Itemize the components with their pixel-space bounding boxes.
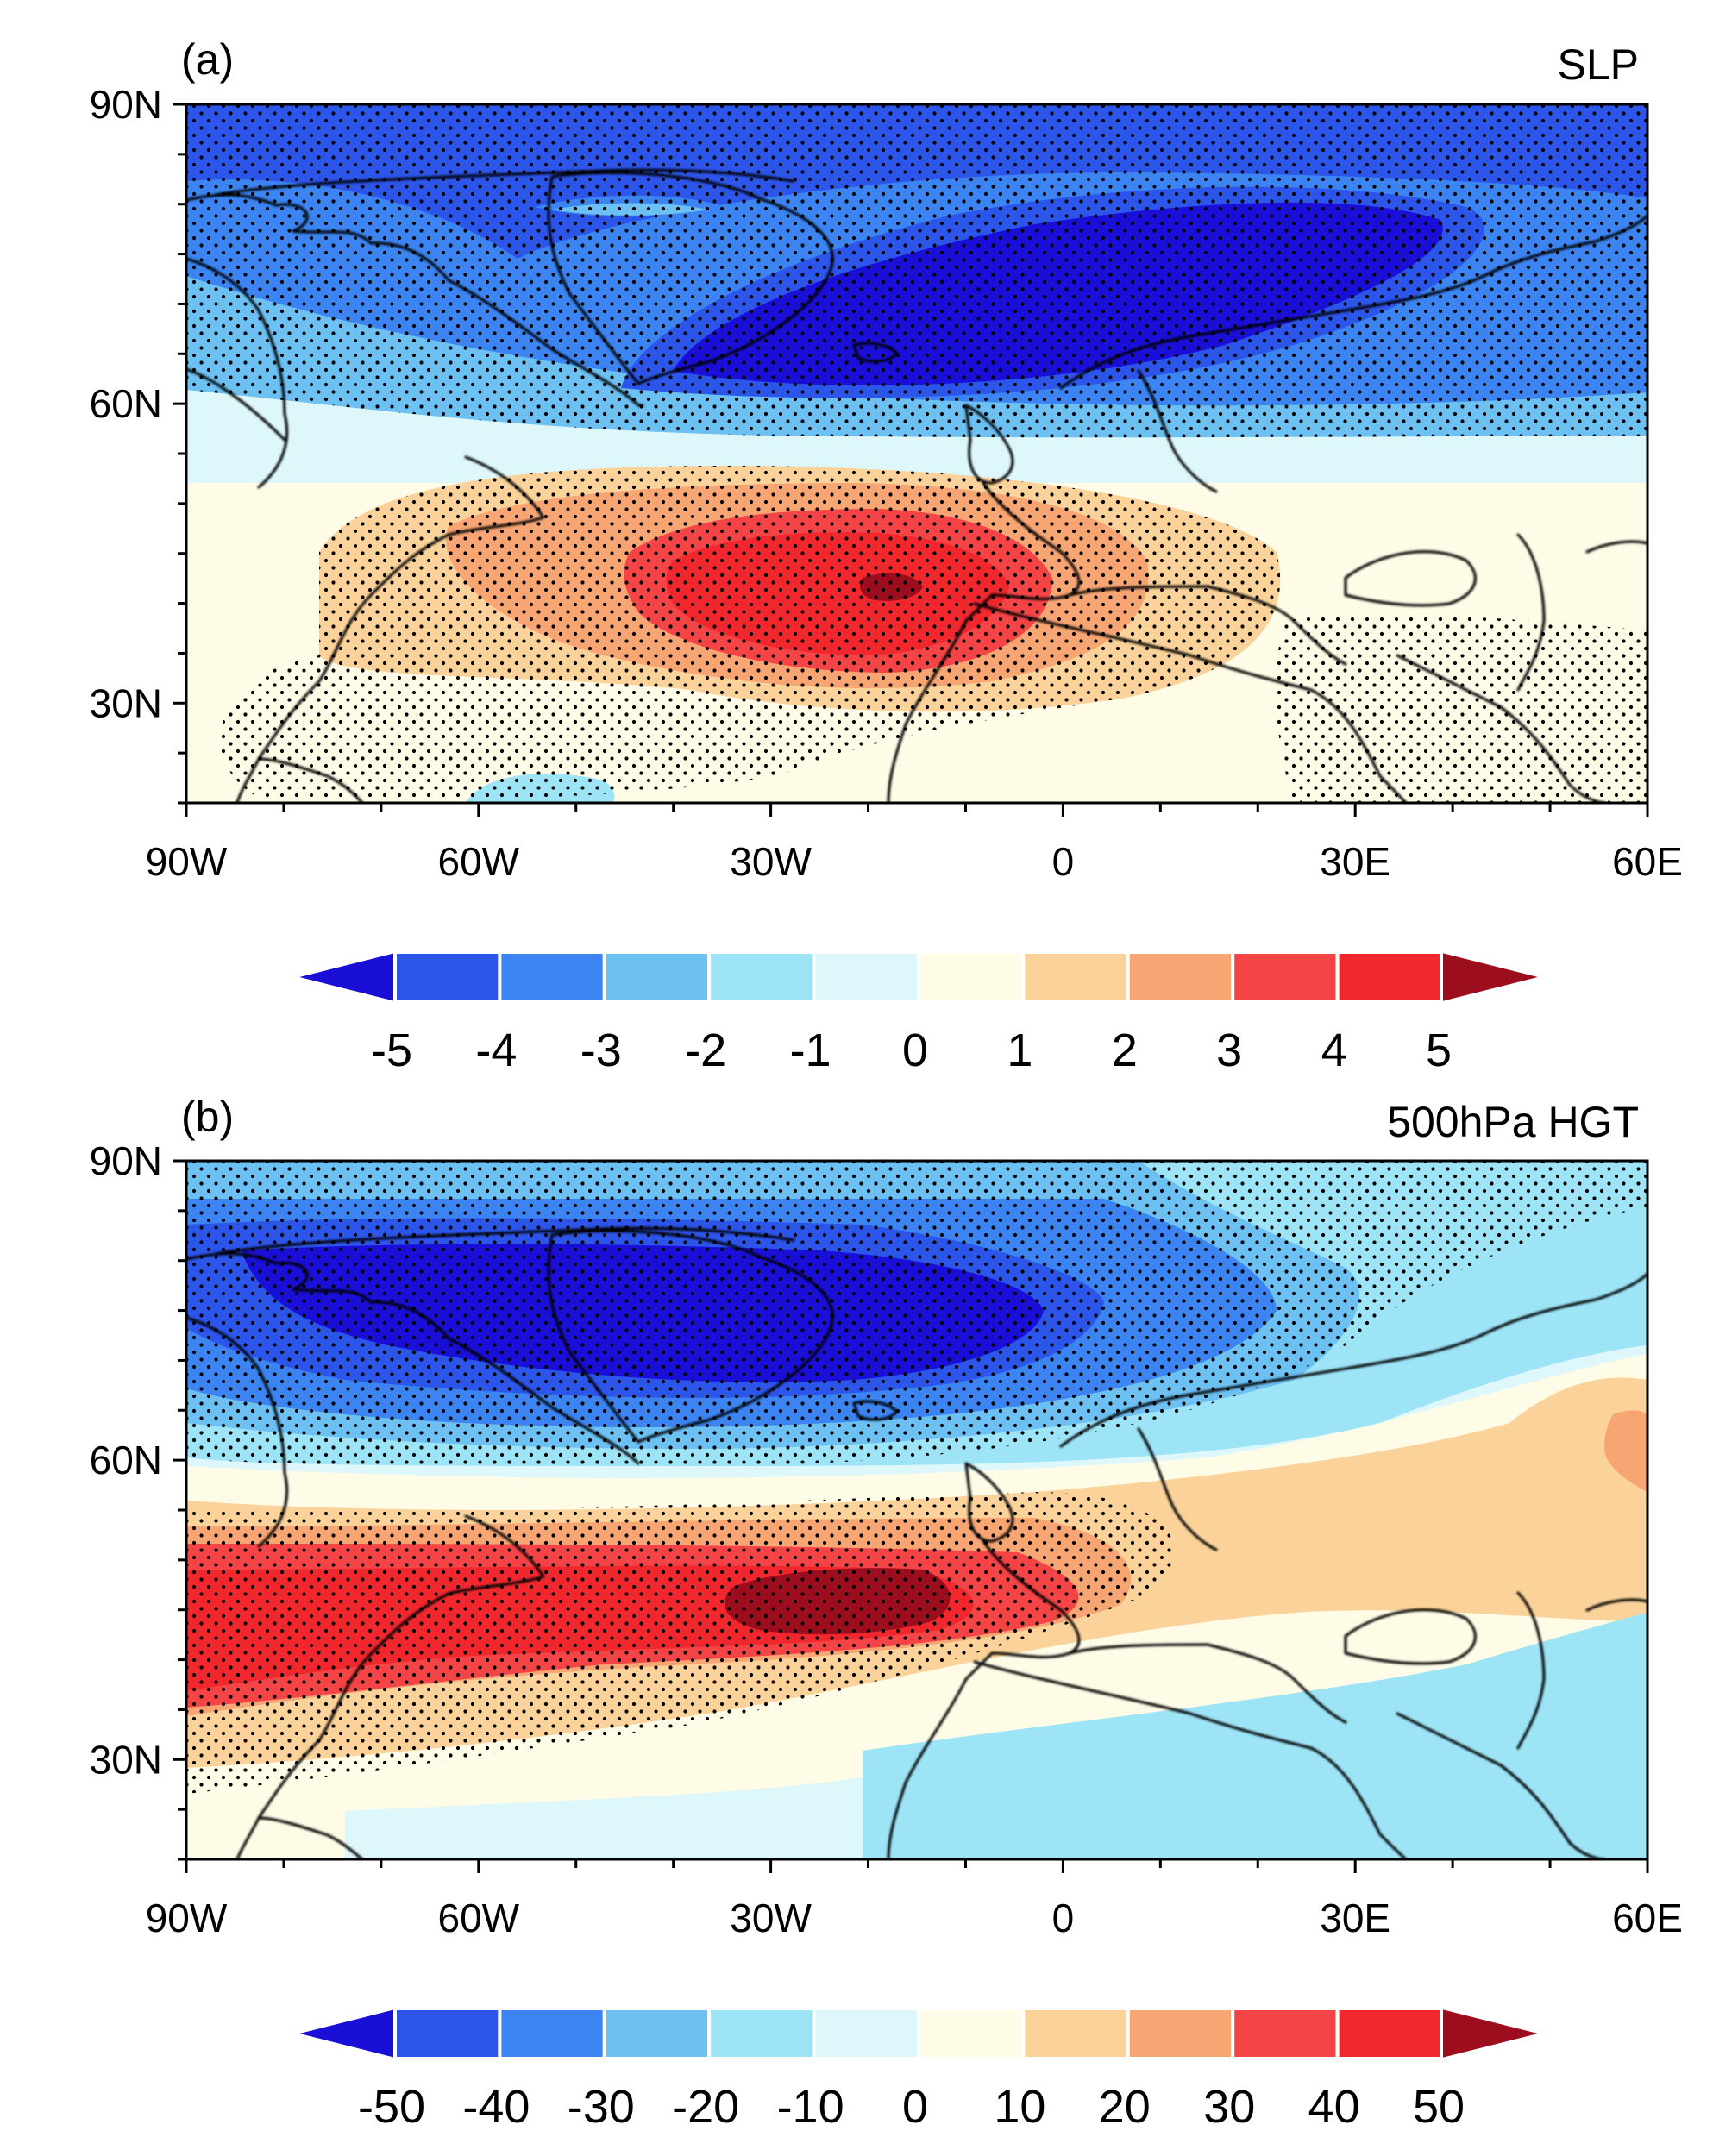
panel-a-colorbar: -5 -4 -3 -2 -1 0 1 2 3 4 5 (295, 950, 1542, 1076)
panel-b-title: 500hPa HGT (1387, 1098, 1639, 1146)
panel-a-colorbar-label: -3 (580, 1025, 622, 1076)
panel-b-colorbar-box (917, 2007, 1026, 2060)
panel-b-lon-label: 0 (1052, 1896, 1075, 1940)
panel-b-lat-label: 30N (90, 1737, 162, 1782)
panel-a-colorbar-box (707, 950, 816, 1004)
panel-a-colorbar-label: -1 (790, 1025, 831, 1076)
panel-b-colorbar-label: 20 (1099, 2081, 1151, 2133)
panel-a-lat-label: 90N (90, 82, 162, 127)
panel-b-colorbar: -50 -40 -30 -20 -10 0 10 20 30 40 50 (295, 2007, 1542, 2133)
panel-a-colorbar-label: 5 (1426, 1025, 1452, 1076)
panel-b-colorbar-high-extend (1441, 2007, 1542, 2060)
panel-a-colorbar-label: 0 (902, 1025, 928, 1076)
panel-b-colorbar-box (1335, 2007, 1444, 2060)
panel-b-lon-label: 90W (146, 1896, 228, 1940)
panel-b-colorbar-label: 10 (994, 2081, 1045, 2133)
panel-b-colorbar-box (602, 2007, 712, 2060)
panel-a-colorbar-low-extend (295, 950, 396, 1004)
panel-b: (b) 500hPa HGT (90, 1093, 1683, 2133)
panel-a-colorbar-box (1231, 950, 1340, 1004)
panel-a-colorbar-box (602, 950, 712, 1004)
panel-b-colorbar-box (498, 2007, 606, 2060)
slp-field (186, 104, 1647, 803)
panel-a-colorbar-box (1021, 950, 1130, 1004)
panel-b-colorbar-box (812, 2007, 920, 2060)
panel-b-colorbar-box (1231, 2007, 1340, 2060)
panel-a-title: SLP (1557, 41, 1639, 89)
panel-a-lon-label: 60E (1612, 839, 1683, 884)
panel-b-lon-label: 30E (1320, 1896, 1390, 1940)
panel-b-colorbar-label: 40 (1308, 2081, 1360, 2133)
panel-b-colorbar-label: 0 (902, 2081, 928, 2133)
panel-b-axes: 90W 60W 30W 0 30E 60E 90N 60N 30N (90, 1138, 1683, 1940)
panel-a-lon-label: 60W (438, 839, 520, 884)
panel-b-lat-label: 90N (90, 1138, 162, 1183)
panel-b-colorbar-box (1021, 2007, 1130, 2060)
panel-a-colorbar-box (917, 950, 1026, 1004)
panel-b-lon-label: 60E (1612, 1896, 1683, 1940)
panel-a-lon-label: 30E (1320, 839, 1390, 884)
panel-b-lon-label: 60W (438, 1896, 520, 1940)
panel-b-colorbar-label: 50 (1413, 2081, 1465, 2133)
panel-b-colorbar-box (1126, 2007, 1235, 2060)
hgt-field (186, 1161, 1647, 1859)
panel-b-colorbar-label: -40 (462, 2081, 530, 2133)
panel-a-colorbar-label: -5 (371, 1025, 412, 1076)
panel-a-colorbar-box (1126, 950, 1235, 1004)
panel-a: (a) SLP (90, 35, 1683, 1076)
panel-a-lat-label: 60N (90, 381, 162, 426)
panel-b-lat-label: 60N (90, 1438, 162, 1482)
panel-a-tag: (a) (181, 35, 234, 84)
panel-b-colorbar-label: 30 (1203, 2081, 1255, 2133)
panel-b-colorbar-low-extend (295, 2007, 396, 2060)
panel-b-colorbar-box (393, 2007, 502, 2060)
panel-a-colorbar-box (498, 950, 606, 1004)
panel-a-colorbar-label: 4 (1321, 1025, 1347, 1076)
panel-a-colorbar-label: -2 (685, 1025, 726, 1076)
panel-a-lon-label: 30W (730, 839, 812, 884)
panel-b-colorbar-label: -10 (777, 2081, 844, 2133)
panel-b-tag: (b) (181, 1093, 234, 1141)
panel-b-colorbar-label: -50 (358, 2081, 425, 2133)
panel-a-colorbar-box (393, 950, 502, 1004)
panel-a-colorbar-label: 3 (1216, 1025, 1242, 1076)
panel-a-lon-label: 0 (1052, 839, 1075, 884)
panel-b-colorbar-box (707, 2007, 816, 2060)
panel-a-colorbar-box (1335, 950, 1444, 1004)
panel-a-colorbar-box (812, 950, 920, 1004)
panel-b-lon-label: 30W (730, 1896, 812, 1940)
panel-a-colorbar-label: 1 (1007, 1025, 1032, 1076)
panel-b-colorbar-label: -20 (672, 2081, 739, 2133)
panel-a-colorbar-label: -4 (475, 1025, 517, 1076)
panel-a-colorbar-high-extend (1441, 950, 1542, 1004)
panel-b-colorbar-label: -30 (568, 2081, 635, 2133)
panel-a-axes: 90W 60W 30W 0 30E 60E 90N 60N 30N (90, 82, 1683, 884)
panel-a-lat-label: 30N (90, 680, 162, 725)
panel-a-colorbar-label: 2 (1112, 1025, 1138, 1076)
panel-a-lon-label: 90W (146, 839, 228, 884)
